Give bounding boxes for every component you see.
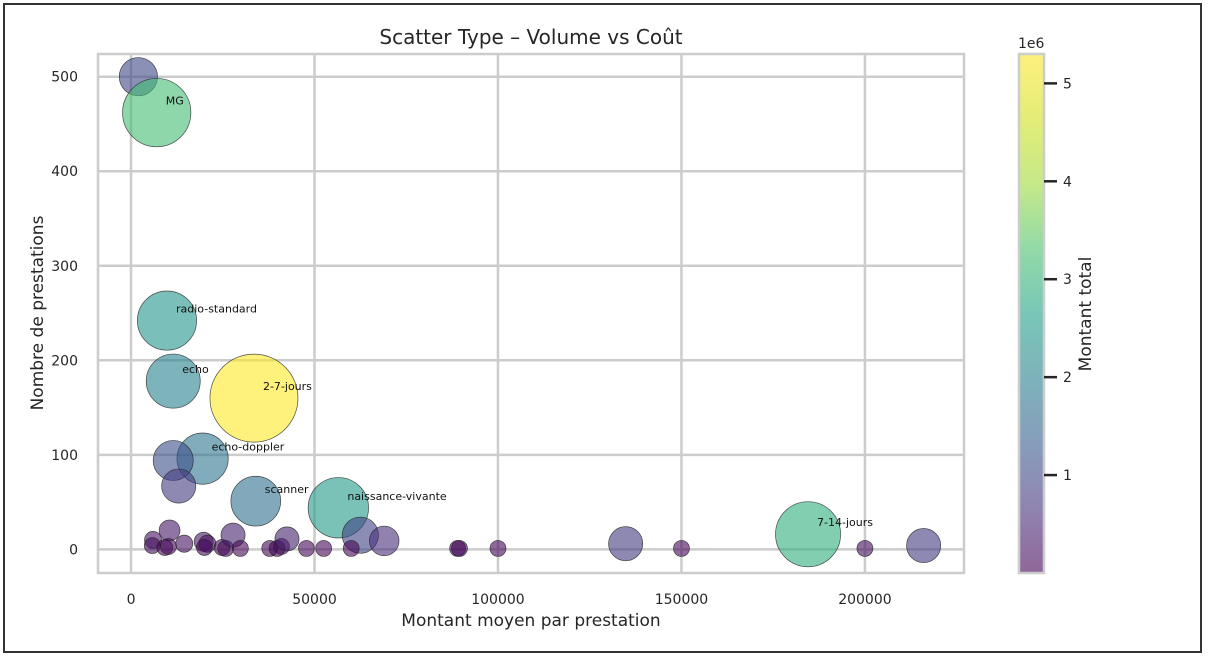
point-label: echo	[182, 363, 209, 376]
data-point	[232, 540, 249, 557]
data-point	[608, 526, 644, 562]
point-label: 7-14-jours	[817, 516, 873, 529]
y-tick-label: 200	[51, 353, 78, 369]
data-point	[775, 501, 841, 568]
data-point	[160, 538, 177, 555]
plot-area	[96, 52, 966, 575]
colorbar-tick-label: 4	[1063, 174, 1072, 190]
y-tick-label: 400	[51, 164, 78, 180]
y-axis-label: Nombre de prestations	[28, 215, 48, 410]
data-point	[145, 353, 201, 409]
x-tick-label: 150000	[655, 592, 708, 608]
data-point	[315, 540, 333, 557]
x-tick-label: 0	[127, 592, 136, 608]
data-point	[298, 540, 315, 557]
data-points	[118, 57, 942, 568]
colorbar-tick-label: 1	[1063, 468, 1072, 484]
x-axis-ticks: 0 50000 100000 150000 200000	[127, 592, 892, 608]
data-point	[489, 540, 507, 557]
chart-title: Scatter Type – Volume vs Coût	[379, 25, 682, 49]
data-point	[342, 540, 360, 557]
data-point	[673, 540, 690, 557]
data-point	[856, 540, 874, 557]
x-tick-label: 100000	[471, 592, 524, 608]
point-label: MG	[166, 95, 184, 108]
figure-frame	[3, 3, 1202, 653]
data-point	[230, 475, 282, 527]
y-tick-label: 100	[51, 448, 78, 464]
data-point	[451, 540, 468, 557]
data-point	[196, 539, 213, 556]
colorbar-tick-label: 2	[1063, 370, 1072, 386]
data-point	[175, 534, 194, 553]
data-point	[369, 525, 400, 557]
data-point	[209, 353, 299, 443]
data-point	[122, 78, 192, 148]
colorbar-tick-label: 3	[1063, 272, 1072, 288]
point-label: echo-doppler	[212, 441, 285, 454]
x-axis-label: Montant moyen par prestation	[401, 611, 660, 631]
colorbar-ticks: 1 2 3 4 5	[1044, 76, 1072, 484]
data-point	[906, 528, 942, 564]
colorbar-tick-label: 5	[1063, 76, 1072, 92]
data-point	[161, 468, 197, 504]
colorbar	[1017, 52, 1046, 575]
colorbar-label: Montant total	[1076, 257, 1096, 372]
y-tick-label: 500	[51, 70, 78, 86]
point-label: radio-standard	[176, 303, 257, 316]
y-axis-ticks: 0 100 200 300 400 500	[51, 70, 78, 559]
point-label: 2-7-jours	[263, 380, 312, 393]
data-point	[137, 290, 197, 351]
data-point	[274, 526, 300, 552]
x-tick-label: 200000	[838, 592, 891, 608]
point-labels: MG radio-standard echo 2-7-jours echo-dopple…	[166, 95, 874, 530]
point-label: scanner	[265, 483, 309, 496]
x-tick-label: 50000	[292, 592, 337, 608]
data-point	[158, 519, 181, 542]
y-tick-label: 0	[69, 542, 78, 558]
y-tick-label: 300	[51, 259, 78, 275]
point-label: naissance-vivante	[347, 490, 447, 503]
colorbar-multiplier: 1e6	[1018, 36, 1045, 52]
